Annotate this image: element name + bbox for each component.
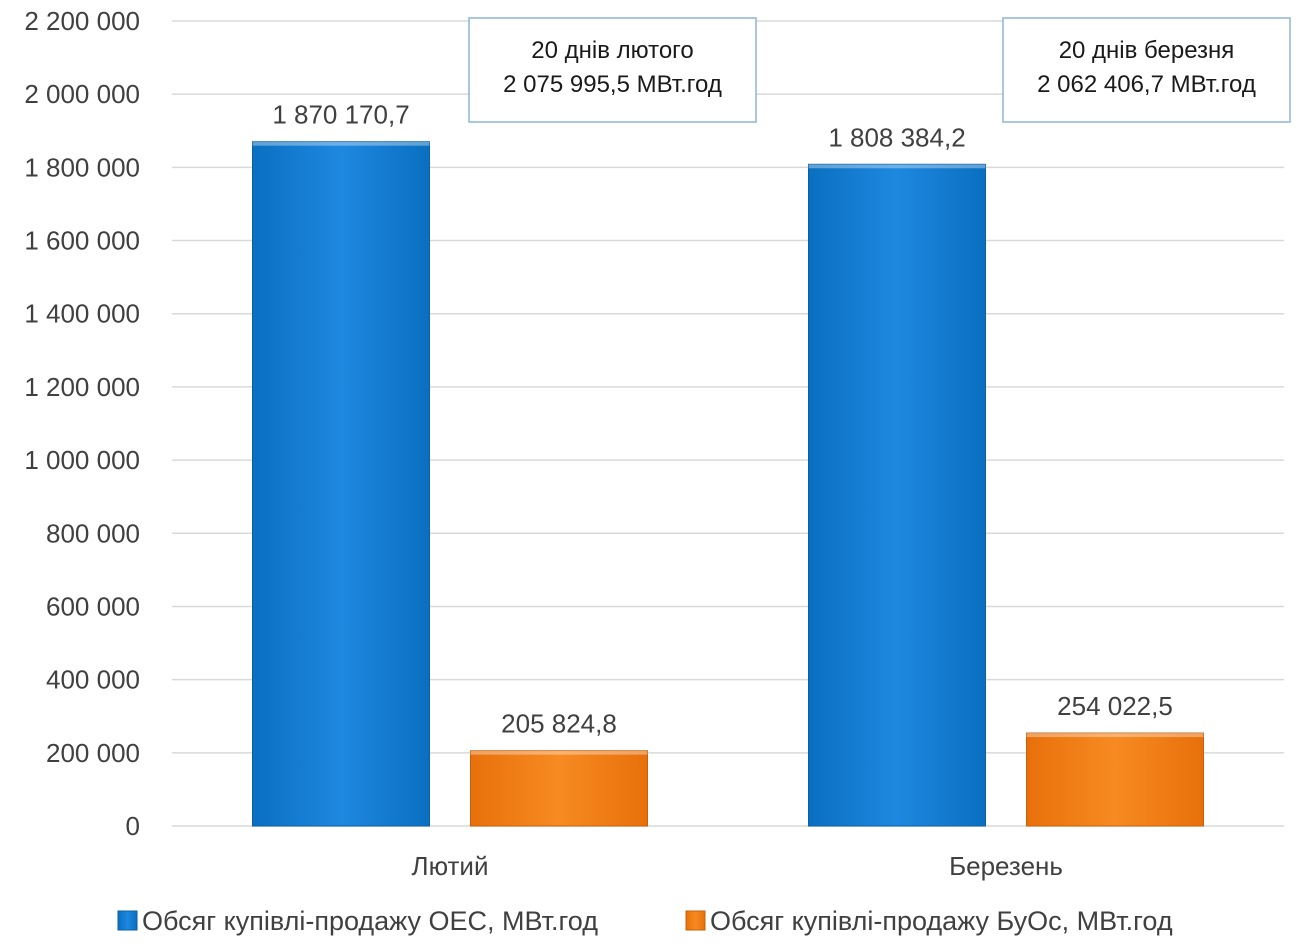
y-tick-label: 2 200 000: [24, 6, 140, 36]
x-axis-category-labels: Лютий Березень: [412, 851, 1063, 881]
annotation-line2: 2 062 406,7 МВт.год: [1037, 71, 1256, 98]
y-tick-label: 200 000: [46, 738, 140, 768]
y-tick-label: 0: [126, 811, 140, 841]
annotation-frame: [1002, 17, 1291, 123]
data-label-buos: 254 022,5: [1057, 691, 1173, 721]
y-tick-label: 1 400 000: [24, 299, 140, 329]
annotation-line2: 2 075 995,5 МВт.год: [503, 71, 722, 98]
y-tick-label: 600 000: [46, 591, 140, 621]
legend-item-oes: Обсяг купівлі-продажу ОЕС, МВт.год: [117, 906, 598, 936]
legend-item-buos: Обсяг купівлі-продажу БуОс, МВт.год: [685, 906, 1173, 936]
bar-oes: [808, 163, 986, 827]
x-category-label: Березень: [949, 851, 1063, 881]
data-label-oes: 1 808 384,2: [828, 122, 965, 152]
annotation-box: 20 днів березня 2 062 406,7 МВт.год: [1002, 17, 1291, 123]
bar-highlight: [252, 141, 430, 146]
y-tick-label: 1 000 000: [24, 445, 140, 475]
y-tick-label: 2 000 000: [24, 79, 140, 109]
data-label-buos: 205 824,8: [501, 709, 617, 739]
legend: Обсяг купівлі-продажу ОЕС, МВт.год Обсяг …: [117, 906, 1173, 936]
y-tick-label: 400 000: [46, 665, 140, 695]
annotation-box: 20 днів лютого 2 075 995,5 МВт.год: [468, 17, 757, 123]
annotation-frame: [468, 17, 757, 123]
data-labels: 1 870 170,7 205 824,8 1 808 384,2 254 022,5: [272, 100, 1173, 739]
bars: [252, 141, 1204, 827]
bar-buos: [1026, 732, 1204, 827]
legend-label: Обсяг купівлі-продажу ОЕС, МВт.год: [142, 906, 598, 936]
annotation-line1: 20 днів березня: [1059, 37, 1235, 64]
bar-highlight: [470, 750, 648, 755]
x-category-label: Лютий: [412, 851, 489, 881]
legend-label: Обсяг купівлі-продажу БуОс, МВт.год: [710, 906, 1173, 936]
annotation-line1: 20 днів лютого: [531, 37, 694, 64]
bar-highlight: [808, 164, 986, 169]
data-label-oes: 1 870 170,7: [272, 100, 409, 130]
y-tick-label: 1 800 000: [24, 152, 140, 182]
legend-swatch: [117, 910, 138, 931]
y-tick-label: 1 600 000: [24, 226, 140, 256]
bar-buos: [470, 750, 648, 827]
y-tick-label: 800 000: [46, 518, 140, 548]
legend-swatch: [685, 910, 706, 931]
bar-oes: [252, 141, 430, 827]
y-tick-label: 1 200 000: [24, 372, 140, 402]
y-axis-tick-labels: 0 200 000 400 000 600 000 800 000 1 000 000 1 …: [24, 6, 140, 841]
bar-highlight: [1026, 733, 1204, 738]
